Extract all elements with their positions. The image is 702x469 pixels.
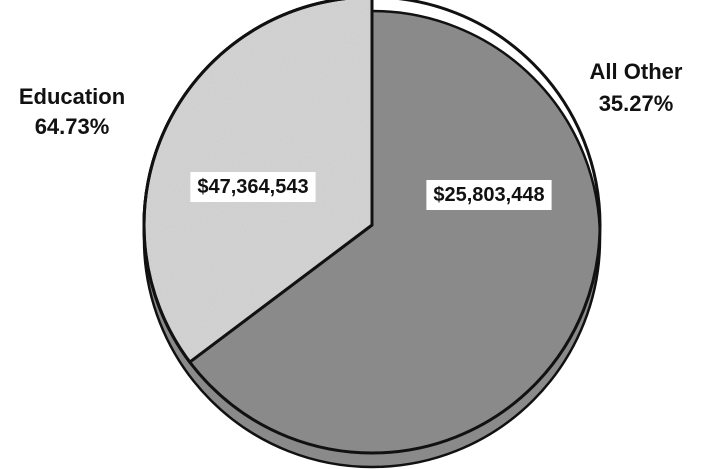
value-label-all-other-box (426, 180, 552, 210)
percent-label-all-other: 35.27% (599, 91, 674, 116)
category-label-all-other: All Other (590, 59, 683, 84)
pie-outline (142, 0, 602, 455)
category-label-education: Education (19, 84, 125, 109)
value-label-all-other: $25,803,448 (433, 184, 544, 206)
percent-label-education: 64.73% (35, 114, 110, 139)
value-label-education: $47,364,543 (197, 176, 308, 198)
value-label-education-box (190, 172, 316, 202)
